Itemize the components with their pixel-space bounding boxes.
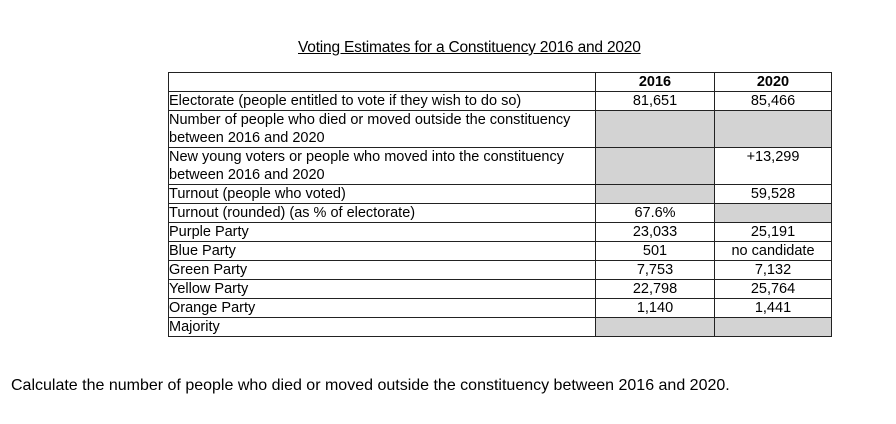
value-2016: 501	[595, 241, 715, 261]
table-row: Yellow Party 22,798 25,764	[168, 279, 832, 299]
table-row: Orange Party 1,140 1,441	[168, 298, 832, 318]
value-2016: 1,140	[595, 298, 715, 318]
value-2020	[714, 110, 832, 148]
row-label: Purple Party	[168, 222, 596, 242]
row-label: Blue Party	[168, 241, 596, 261]
row-label: Turnout (rounded) (as % of electorate)	[168, 203, 596, 223]
row-label: Number of people who died or moved outsi…	[168, 110, 596, 148]
row-label: Yellow Party	[168, 279, 596, 299]
value-2016: 7,753	[595, 260, 715, 280]
question-text: Calculate the number of people who died …	[11, 377, 730, 394]
value-2020: 59,528	[714, 184, 832, 204]
table-row: Turnout (rounded) (as % of electorate) 6…	[168, 203, 832, 223]
table-title: Voting Estimates for a Constituency 2016…	[298, 39, 641, 56]
value-2016: 23,033	[595, 222, 715, 242]
row-label: Majority	[168, 317, 596, 337]
voting-estimates-table: 2016 2020 Electorate (people entitled to…	[168, 72, 832, 337]
value-2016: 81,651	[595, 91, 715, 111]
table-row: Purple Party 23,033 25,191	[168, 222, 832, 242]
row-label: Turnout (people who voted)	[168, 184, 596, 204]
value-2020: no candidate	[714, 241, 832, 261]
value-2020	[714, 203, 832, 223]
value-2020: 85,466	[714, 91, 832, 111]
table-row: Number of people who died or moved outsi…	[168, 110, 832, 148]
header-empty-cell	[168, 72, 596, 92]
table-row: Majority	[168, 317, 832, 337]
value-2020: +13,299	[714, 147, 832, 185]
value-2016	[595, 147, 715, 185]
value-2016: 22,798	[595, 279, 715, 299]
value-2016: 67.6%	[595, 203, 715, 223]
table-row: New young voters or people who moved int…	[168, 147, 832, 185]
table-row: Blue Party 501 no candidate	[168, 241, 832, 261]
value-2020: 25,764	[714, 279, 832, 299]
value-2020: 25,191	[714, 222, 832, 242]
table-row: Electorate (people entitled to vote if t…	[168, 91, 832, 111]
header-2020: 2020	[714, 72, 832, 92]
value-2016	[595, 110, 715, 148]
table-row: Green Party 7,753 7,132	[168, 260, 832, 280]
row-label: New young voters or people who moved int…	[168, 147, 596, 185]
row-label: Orange Party	[168, 298, 596, 318]
row-label: Electorate (people entitled to vote if t…	[168, 91, 596, 111]
row-label: Green Party	[168, 260, 596, 280]
value-2020: 7,132	[714, 260, 832, 280]
value-2016	[595, 184, 715, 204]
table-row: Turnout (people who voted) 59,528	[168, 184, 832, 204]
value-2020: 1,441	[714, 298, 832, 318]
header-2016: 2016	[595, 72, 715, 92]
value-2020	[714, 317, 832, 337]
value-2016	[595, 317, 715, 337]
header-row: 2016 2020	[168, 72, 832, 92]
